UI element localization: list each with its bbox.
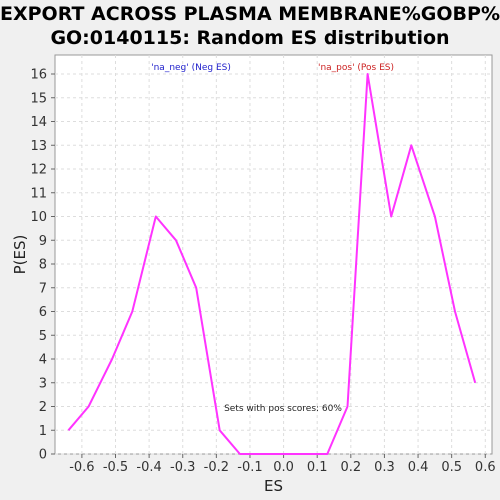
x-tick-label: -0.4 [136,460,161,475]
y-tick-label: 5 [39,329,47,344]
y-tick-label: 8 [39,258,47,273]
legend-neg-label: 'na_neg' (Neg ES) [151,63,231,73]
x-axis-title: ES [264,477,283,495]
chart-title-line2: GO:0140115: Random ES distribution [50,27,450,49]
y-tick-label: 6 [39,305,47,320]
y-tick-label: 2 [39,400,47,415]
y-tick-label: 11 [30,186,47,201]
y-tick-label: 16 [30,68,47,83]
x-tick-label: 0.1 [307,460,328,475]
x-tick-label: -0.2 [204,460,229,475]
x-tick-label: 0.5 [441,460,462,475]
x-tick-label: 0.3 [374,460,395,475]
y-tick-label: 1 [39,424,47,439]
y-tick-label: 4 [39,353,47,368]
y-tick-label: 0 [39,448,47,463]
y-tick-label: 3 [39,376,47,391]
x-tick-label: -0.3 [170,460,195,475]
y-tick-label: 10 [30,210,47,225]
y-tick-label: 14 [30,115,47,130]
pos-scores-annotation: Sets with pos scores: 60% [224,404,342,414]
plot-area [54,54,493,455]
x-tick-label: 0.6 [475,460,496,475]
y-tick-label: 13 [30,139,47,154]
y-axis-title: P(ES) [11,235,29,275]
x-tick-label: 0.0 [273,460,294,475]
x-tick-label: -0.6 [69,460,94,475]
chart-title-line1: EXPORT ACROSS PLASMA MEMBRANE%GOBP% [0,3,500,25]
legend-pos-label: 'na_pos' (Pos ES) [318,63,394,73]
x-tick-label: -0.1 [237,460,262,475]
x-tick-label: 0.2 [340,460,361,475]
y-tick-label: 15 [30,91,47,106]
x-tick-label: 0.4 [408,460,429,475]
y-tick-label: 12 [30,163,47,178]
x-tick-label: -0.5 [103,460,128,475]
y-tick-label: 9 [39,234,47,249]
y-tick-label: 7 [39,281,47,296]
es-distribution-line [67,73,477,455]
